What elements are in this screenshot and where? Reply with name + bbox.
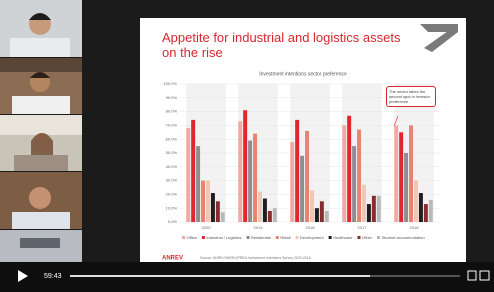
bar <box>429 200 433 222</box>
legend-label: Healthcare <box>333 235 353 240</box>
bar <box>399 132 403 222</box>
x-tick-label: 2018 <box>306 225 316 230</box>
legend-label: Development <box>300 235 324 240</box>
bar <box>268 211 272 222</box>
bar <box>258 192 262 222</box>
bar <box>394 125 398 222</box>
legend-swatch <box>276 236 279 239</box>
participant-video <box>0 172 82 229</box>
participant-video <box>0 58 82 114</box>
time: 59:43 <box>44 273 62 280</box>
annotation: The sector takes the second spot in inve… <box>386 86 436 107</box>
legend-swatch <box>182 236 185 239</box>
participant-video <box>0 115 82 171</box>
progress-fill <box>70 275 370 277</box>
x-tick-label: 2017 <box>358 225 368 230</box>
y-tick-label: 0.0% <box>168 219 178 224</box>
volume[interactable] <box>468 271 476 280</box>
bar <box>295 120 299 222</box>
bar <box>320 201 324 222</box>
bar <box>263 199 267 222</box>
legend-swatch <box>329 236 332 239</box>
bar <box>221 212 225 222</box>
y-tick-label: 50.0% <box>166 150 178 155</box>
participant-video <box>0 0 82 57</box>
y-tick-label: 30.0% <box>166 178 178 183</box>
bar <box>424 204 428 222</box>
bar <box>290 142 294 222</box>
legend-label: Industrial / Logistics <box>206 235 241 240</box>
player-controls: 59:43 <box>0 262 494 292</box>
y-tick-label: 100.0% <box>163 81 177 86</box>
bar <box>310 190 314 222</box>
play-button[interactable] <box>18 270 28 282</box>
bar <box>201 181 205 222</box>
y-tick-label: 90.0% <box>166 95 178 100</box>
legend-swatch <box>202 236 205 239</box>
legend-swatch <box>377 236 380 239</box>
y-tick-label: 60.0% <box>166 136 178 141</box>
y-tick-label: 80.0% <box>166 109 178 114</box>
bar <box>315 208 319 222</box>
bar <box>347 116 351 222</box>
y-tick-label: 40.0% <box>166 164 178 169</box>
logo: ANREV <box>162 256 183 262</box>
bar <box>414 181 418 222</box>
bar <box>243 110 247 222</box>
bar <box>377 196 381 222</box>
legend-swatch <box>357 236 360 239</box>
y-tick-label: 70.0% <box>166 122 178 127</box>
bar <box>248 141 252 222</box>
x-tick-label: 2016 <box>410 225 420 230</box>
participant <box>0 115 82 171</box>
legend-label: Office <box>187 235 198 240</box>
legend-label: Retail <box>280 235 290 240</box>
bar <box>409 125 413 222</box>
x-tick-label: 2019 <box>254 225 264 230</box>
slide-title: Appetite for industrial and logistics as… <box>162 30 402 60</box>
bar <box>367 204 371 222</box>
legend-label: Residential <box>251 235 271 240</box>
bar <box>273 208 277 222</box>
bar <box>404 153 408 222</box>
bar <box>186 128 190 222</box>
bar <box>325 211 329 222</box>
bar <box>206 181 210 222</box>
bar <box>372 196 376 222</box>
slide: Investment intentions sector preference … <box>140 18 466 266</box>
participant <box>0 172 82 229</box>
bar <box>305 131 309 222</box>
bar <box>253 134 257 222</box>
controls: 59:43 <box>0 262 494 292</box>
screen: Investment intentions sector preference … <box>0 0 494 292</box>
bar <box>352 146 356 222</box>
bar <box>419 193 423 222</box>
y-tick-label: 10.0% <box>166 205 178 210</box>
participant <box>0 230 82 262</box>
bar <box>238 121 242 222</box>
bar <box>211 193 215 222</box>
x-tick-label: 2020 <box>202 225 212 230</box>
fullscreen[interactable] <box>480 271 489 280</box>
legend-swatch <box>296 236 299 239</box>
slide-decoration <box>420 24 458 32</box>
participant <box>0 0 82 57</box>
bar <box>216 201 220 222</box>
bar <box>362 185 366 222</box>
bar <box>191 120 195 222</box>
participant <box>0 58 82 114</box>
legend-label: Other <box>362 235 373 240</box>
bar <box>196 146 200 222</box>
chart-subtitle: Investment intentions sector preference <box>259 71 347 77</box>
bar <box>357 130 361 222</box>
bar <box>342 125 346 222</box>
legend-label: Student accommodation <box>381 235 424 240</box>
legend-swatch <box>247 236 250 239</box>
y-tick-label: 20.0% <box>166 191 178 196</box>
participant-video <box>0 230 82 262</box>
source: Source: ANREV/INREV/PREA Investment Inte… <box>200 256 311 260</box>
bar <box>300 156 304 222</box>
